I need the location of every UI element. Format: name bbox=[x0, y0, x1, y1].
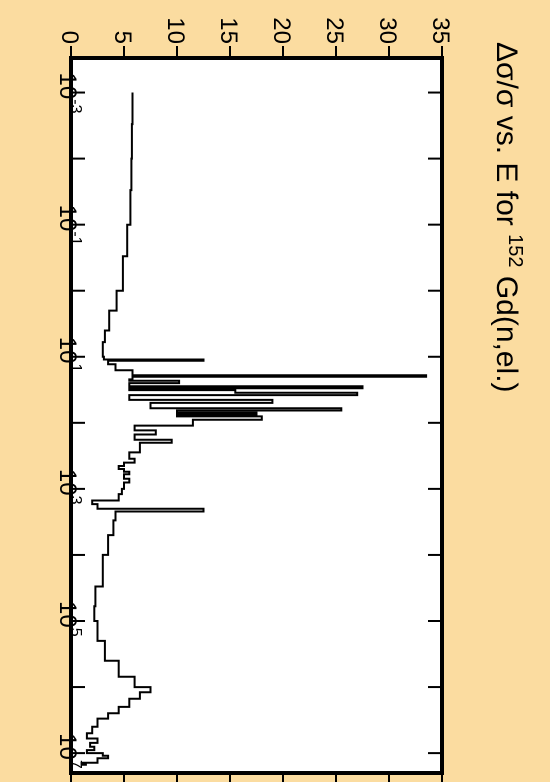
energy-tick-label: 101 bbox=[54, 337, 84, 373]
value-tick-label: 15 bbox=[215, 17, 242, 44]
axis-ticks bbox=[70, 46, 443, 782]
chart-title-mass-number: 152 bbox=[504, 234, 526, 267]
axis-tick-labels: 0 5 10 15 20 25 30 35 10-3 10-1 101 103 105 107 bbox=[54, 17, 454, 769]
energy-tick-label: 105 bbox=[54, 601, 84, 637]
value-tick-label: 30 bbox=[374, 17, 401, 44]
energy-tick-label: 10-3 bbox=[54, 73, 84, 114]
chart-title-prefix: Δσ/σ vs. E for bbox=[490, 42, 523, 234]
value-tick-label: 25 bbox=[321, 17, 348, 44]
data-series-line bbox=[80, 92, 428, 766]
energy-tick-label: 10-1 bbox=[54, 205, 84, 246]
chart-title: Δσ/σ vs. E for 152 Gd(n,el.) bbox=[490, 42, 535, 393]
energy-tick-label: 107 bbox=[54, 733, 84, 769]
value-tick-label: 20 bbox=[268, 17, 295, 44]
value-tick-label: 5 bbox=[109, 31, 136, 44]
value-tick-label: 0 bbox=[56, 31, 83, 44]
value-tick-label: 10 bbox=[162, 17, 189, 44]
chart-title-suffix: Gd(n,el.) bbox=[490, 276, 523, 393]
energy-tick-label: 103 bbox=[54, 469, 84, 505]
value-tick-label: 35 bbox=[427, 17, 454, 44]
